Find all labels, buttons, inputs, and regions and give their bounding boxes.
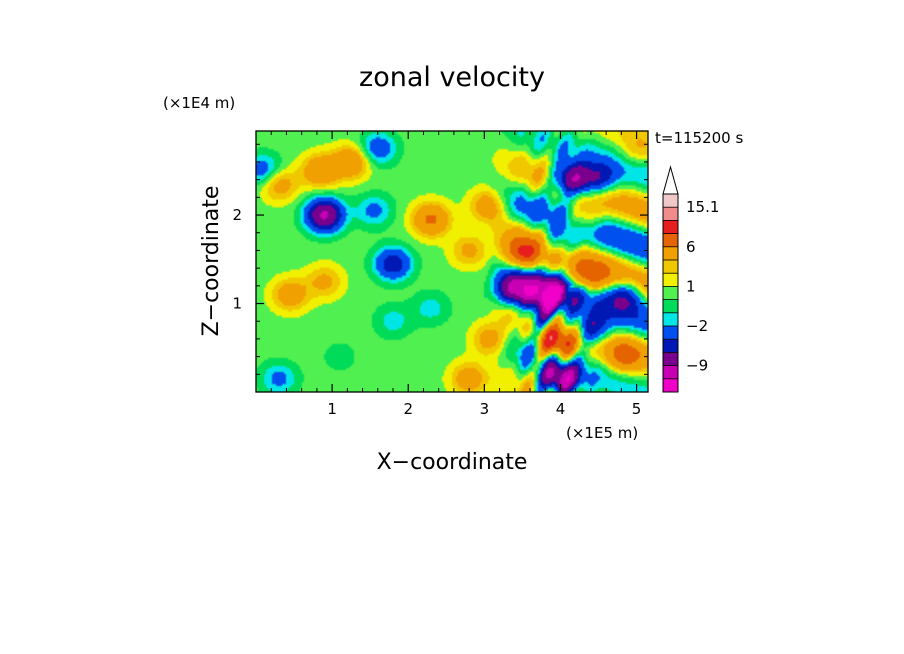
colorbar-extend-arrow bbox=[662, 165, 679, 195]
chart-title: zonal velocity bbox=[359, 62, 545, 93]
time-label: t=115200 s bbox=[655, 129, 743, 147]
colorbar-band bbox=[663, 326, 678, 340]
colorbar-label: 1 bbox=[686, 277, 696, 295]
colorbar-band bbox=[663, 299, 678, 313]
colorbar-band bbox=[663, 260, 678, 274]
colorbar-band bbox=[663, 220, 678, 234]
colorbar-band bbox=[663, 207, 678, 221]
colorbar-band bbox=[663, 378, 678, 392]
y-axis-ticks: 12 bbox=[232, 143, 648, 375]
colorbar-band bbox=[663, 365, 678, 379]
colorbar-band bbox=[663, 246, 678, 260]
y-tick-label: 1 bbox=[232, 295, 242, 313]
colorbar-label: −9 bbox=[686, 357, 708, 375]
plot-frame bbox=[255, 130, 649, 393]
x-tick-label: 5 bbox=[632, 400, 642, 418]
colorbar-band bbox=[663, 312, 678, 326]
x-tick-label: 3 bbox=[480, 400, 490, 418]
x-axis-scale-label: (×1E5 m) bbox=[566, 424, 638, 442]
x-tick-label: 2 bbox=[403, 400, 413, 418]
x-axis-ticks: 1 2 3 4 5 bbox=[270, 131, 642, 418]
contour-field bbox=[256, 131, 648, 392]
colorbar-band bbox=[663, 352, 678, 366]
x-axis-label: X−coordinate bbox=[377, 450, 528, 475]
colorbar-label: 6 bbox=[686, 238, 696, 256]
y-tick-label: 2 bbox=[232, 206, 242, 224]
colorbar-label: 15.1 bbox=[686, 198, 719, 216]
colorbar: 15.1 6 1 −2 −9 bbox=[662, 165, 719, 393]
colorbar-label: −2 bbox=[686, 317, 708, 335]
x-tick-label: 4 bbox=[556, 400, 566, 418]
x-tick-label: 1 bbox=[327, 400, 337, 418]
y-axis-scale-label: (×1E4 m) bbox=[163, 94, 235, 112]
colorbar-band bbox=[663, 273, 678, 287]
colorbar-band bbox=[663, 233, 678, 247]
colorbar-frame bbox=[662, 193, 679, 393]
colorbar-band bbox=[663, 194, 678, 208]
colorbar-band bbox=[663, 339, 678, 353]
y-axis-label: Z−coordinate bbox=[199, 186, 224, 337]
colorbar-band bbox=[663, 286, 678, 300]
